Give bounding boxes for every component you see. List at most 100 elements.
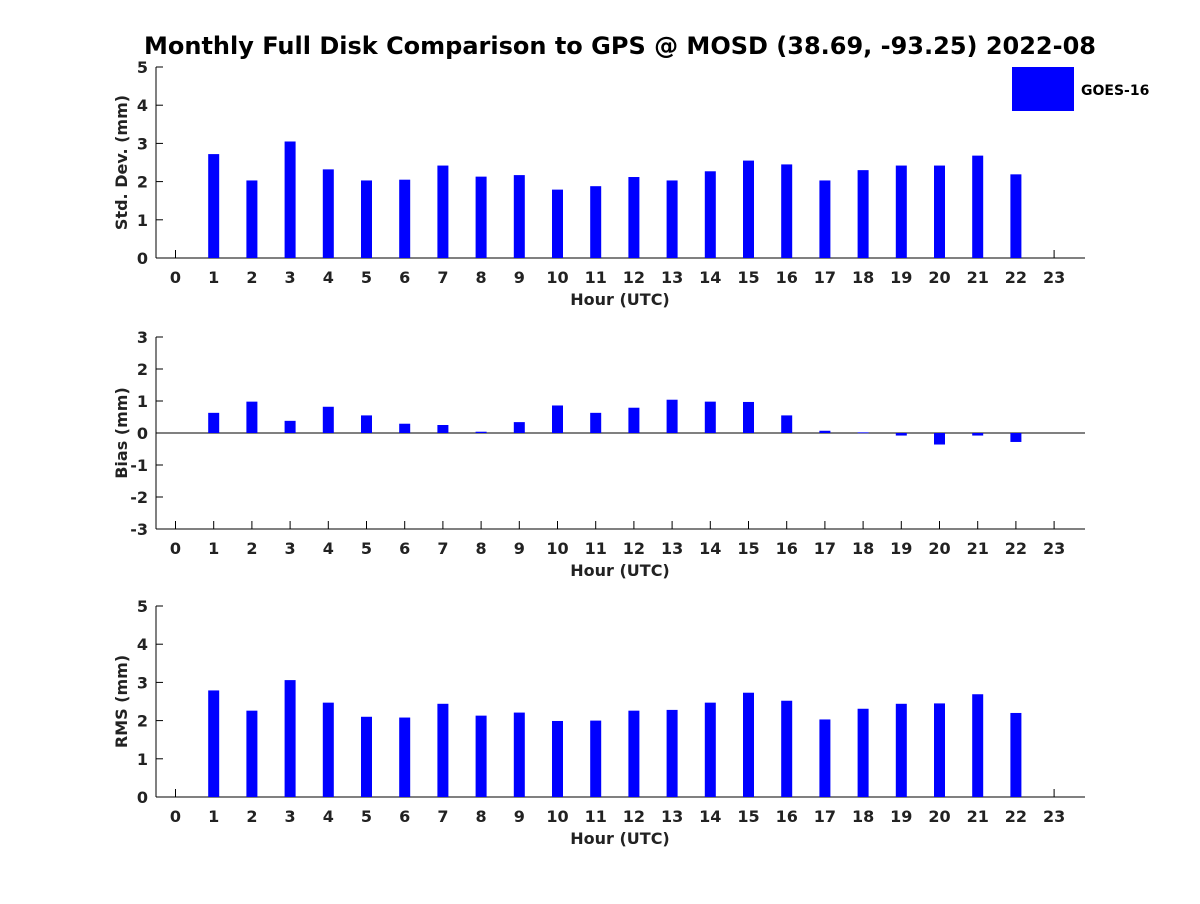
y-tick-label: 2 [137, 712, 148, 731]
x-tick-label: 8 [476, 268, 487, 287]
bar-rms-hour-18 [857, 708, 869, 797]
x-tick-label: 19 [890, 539, 912, 558]
x-tick-label: 7 [437, 268, 448, 287]
x-tick-label: 18 [852, 539, 874, 558]
bar-stddev-hour-16 [781, 164, 793, 258]
x-tick-label: 19 [890, 268, 912, 287]
x-tick-label: 15 [737, 539, 759, 558]
bar-rms-hour-1 [208, 690, 220, 797]
bar-bias-hour-15 [743, 401, 754, 433]
x-tick-label: 11 [585, 539, 607, 558]
bar-rms-hour-13 [666, 709, 678, 797]
bar-rms-hour-5 [361, 716, 372, 797]
bar-stddev-hour-3 [284, 141, 296, 258]
bar-bias-hour-17 [819, 430, 831, 433]
x-tick-label: 15 [737, 807, 759, 826]
bar-rms-hour-10 [552, 720, 563, 797]
bar-bias-hour-9 [513, 422, 525, 433]
x-tick-label: 11 [585, 807, 607, 826]
x-tick-label: 2 [246, 807, 257, 826]
x-tick-label: 12 [623, 268, 645, 287]
bar-stddev-hour-11 [590, 186, 602, 258]
x-tick-label: 15 [737, 268, 759, 287]
bar-stddev-hour-12 [628, 177, 640, 258]
bar-bias-hour-3 [284, 420, 296, 433]
x-tick-label: 1 [208, 268, 219, 287]
bar-stddev-hour-7 [437, 165, 449, 258]
bar-stddev-hour-21 [972, 155, 984, 258]
bar-rms-hour-11 [590, 720, 602, 797]
bar-stddev-hour-5 [361, 180, 372, 258]
bar-rms-hour-6 [399, 717, 411, 797]
x-tick-label: 5 [361, 268, 372, 287]
x-tick-label: 5 [361, 807, 372, 826]
x-tick-label: 16 [776, 268, 798, 287]
bar-stddev-hour-13 [666, 180, 678, 258]
x-tick-label: 9 [514, 807, 525, 826]
bar-rms-hour-8 [475, 715, 487, 797]
x-tick-label: 23 [1043, 807, 1065, 826]
bar-rms-hour-9 [513, 712, 525, 797]
x-tick-label: 16 [776, 807, 798, 826]
x-tick-label: 7 [437, 807, 448, 826]
x-tick-label: 4 [323, 807, 334, 826]
bar-rms-hour-3 [284, 680, 296, 797]
bar-bias-hour-8 [475, 431, 487, 433]
bar-stddev-hour-9 [513, 175, 525, 258]
y-tick-label: 4 [137, 635, 148, 654]
bar-rms-hour-12 [628, 710, 640, 797]
y-tick-label: 4 [137, 96, 148, 115]
bar-stddev-hour-4 [322, 169, 334, 258]
bar-stddev-hour-20 [934, 165, 945, 258]
bar-stddev-hour-10 [552, 189, 563, 258]
y-tick-label: 2 [137, 360, 148, 379]
x-axis-label: Hour (UTC) [570, 290, 670, 309]
bar-bias-hour-2 [246, 401, 258, 433]
x-tick-label: 11 [585, 268, 607, 287]
bar-bias-hour-11 [590, 412, 602, 433]
bar-rms-hour-16 [781, 700, 793, 797]
y-tick-label: -2 [130, 488, 148, 507]
x-tick-label: 19 [890, 807, 912, 826]
bar-stddev-hour-19 [895, 165, 907, 258]
x-tick-label: 18 [852, 807, 874, 826]
y-axis-label: Std. Dev. (mm) [112, 95, 131, 230]
x-tick-label: 13 [661, 268, 683, 287]
bar-stddev-hour-14 [704, 171, 716, 258]
bar-rms-hour-17 [819, 719, 831, 797]
bar-stddev-hour-22 [1010, 174, 1022, 258]
bar-rms-hour-19 [895, 703, 907, 797]
x-tick-label: 1 [208, 807, 219, 826]
bar-bias-hour-14 [704, 401, 716, 433]
bar-rms-hour-20 [934, 703, 945, 797]
x-tick-label: 20 [928, 807, 950, 826]
y-axis-label: RMS (mm) [112, 655, 131, 748]
x-tick-label: 23 [1043, 268, 1065, 287]
x-tick-label: 1 [208, 539, 219, 558]
chart-title: Monthly Full Disk Comparison to GPS @ MO… [144, 32, 1096, 60]
x-tick-label: 17 [814, 268, 836, 287]
x-tick-label: 22 [1005, 539, 1027, 558]
y-tick-label: 1 [137, 211, 148, 230]
bar-stddev-hour-1 [208, 154, 220, 258]
x-tick-label: 18 [852, 268, 874, 287]
x-tick-label: 22 [1005, 268, 1027, 287]
x-tick-label: 9 [514, 268, 525, 287]
y-tick-label: 1 [137, 392, 148, 411]
x-tick-label: 22 [1005, 807, 1027, 826]
y-tick-label: 2 [137, 173, 148, 192]
legend-label: GOES-16 [1081, 83, 1149, 99]
x-tick-label: 20 [928, 539, 950, 558]
bar-bias-hour-20 [934, 433, 945, 445]
x-tick-label: 21 [967, 268, 989, 287]
y-tick-label: -3 [130, 520, 148, 539]
bar-rms-hour-7 [437, 703, 449, 797]
x-tick-label: 8 [476, 807, 487, 826]
bar-rms-hour-21 [972, 694, 984, 797]
bar-bias-hour-12 [628, 407, 640, 433]
